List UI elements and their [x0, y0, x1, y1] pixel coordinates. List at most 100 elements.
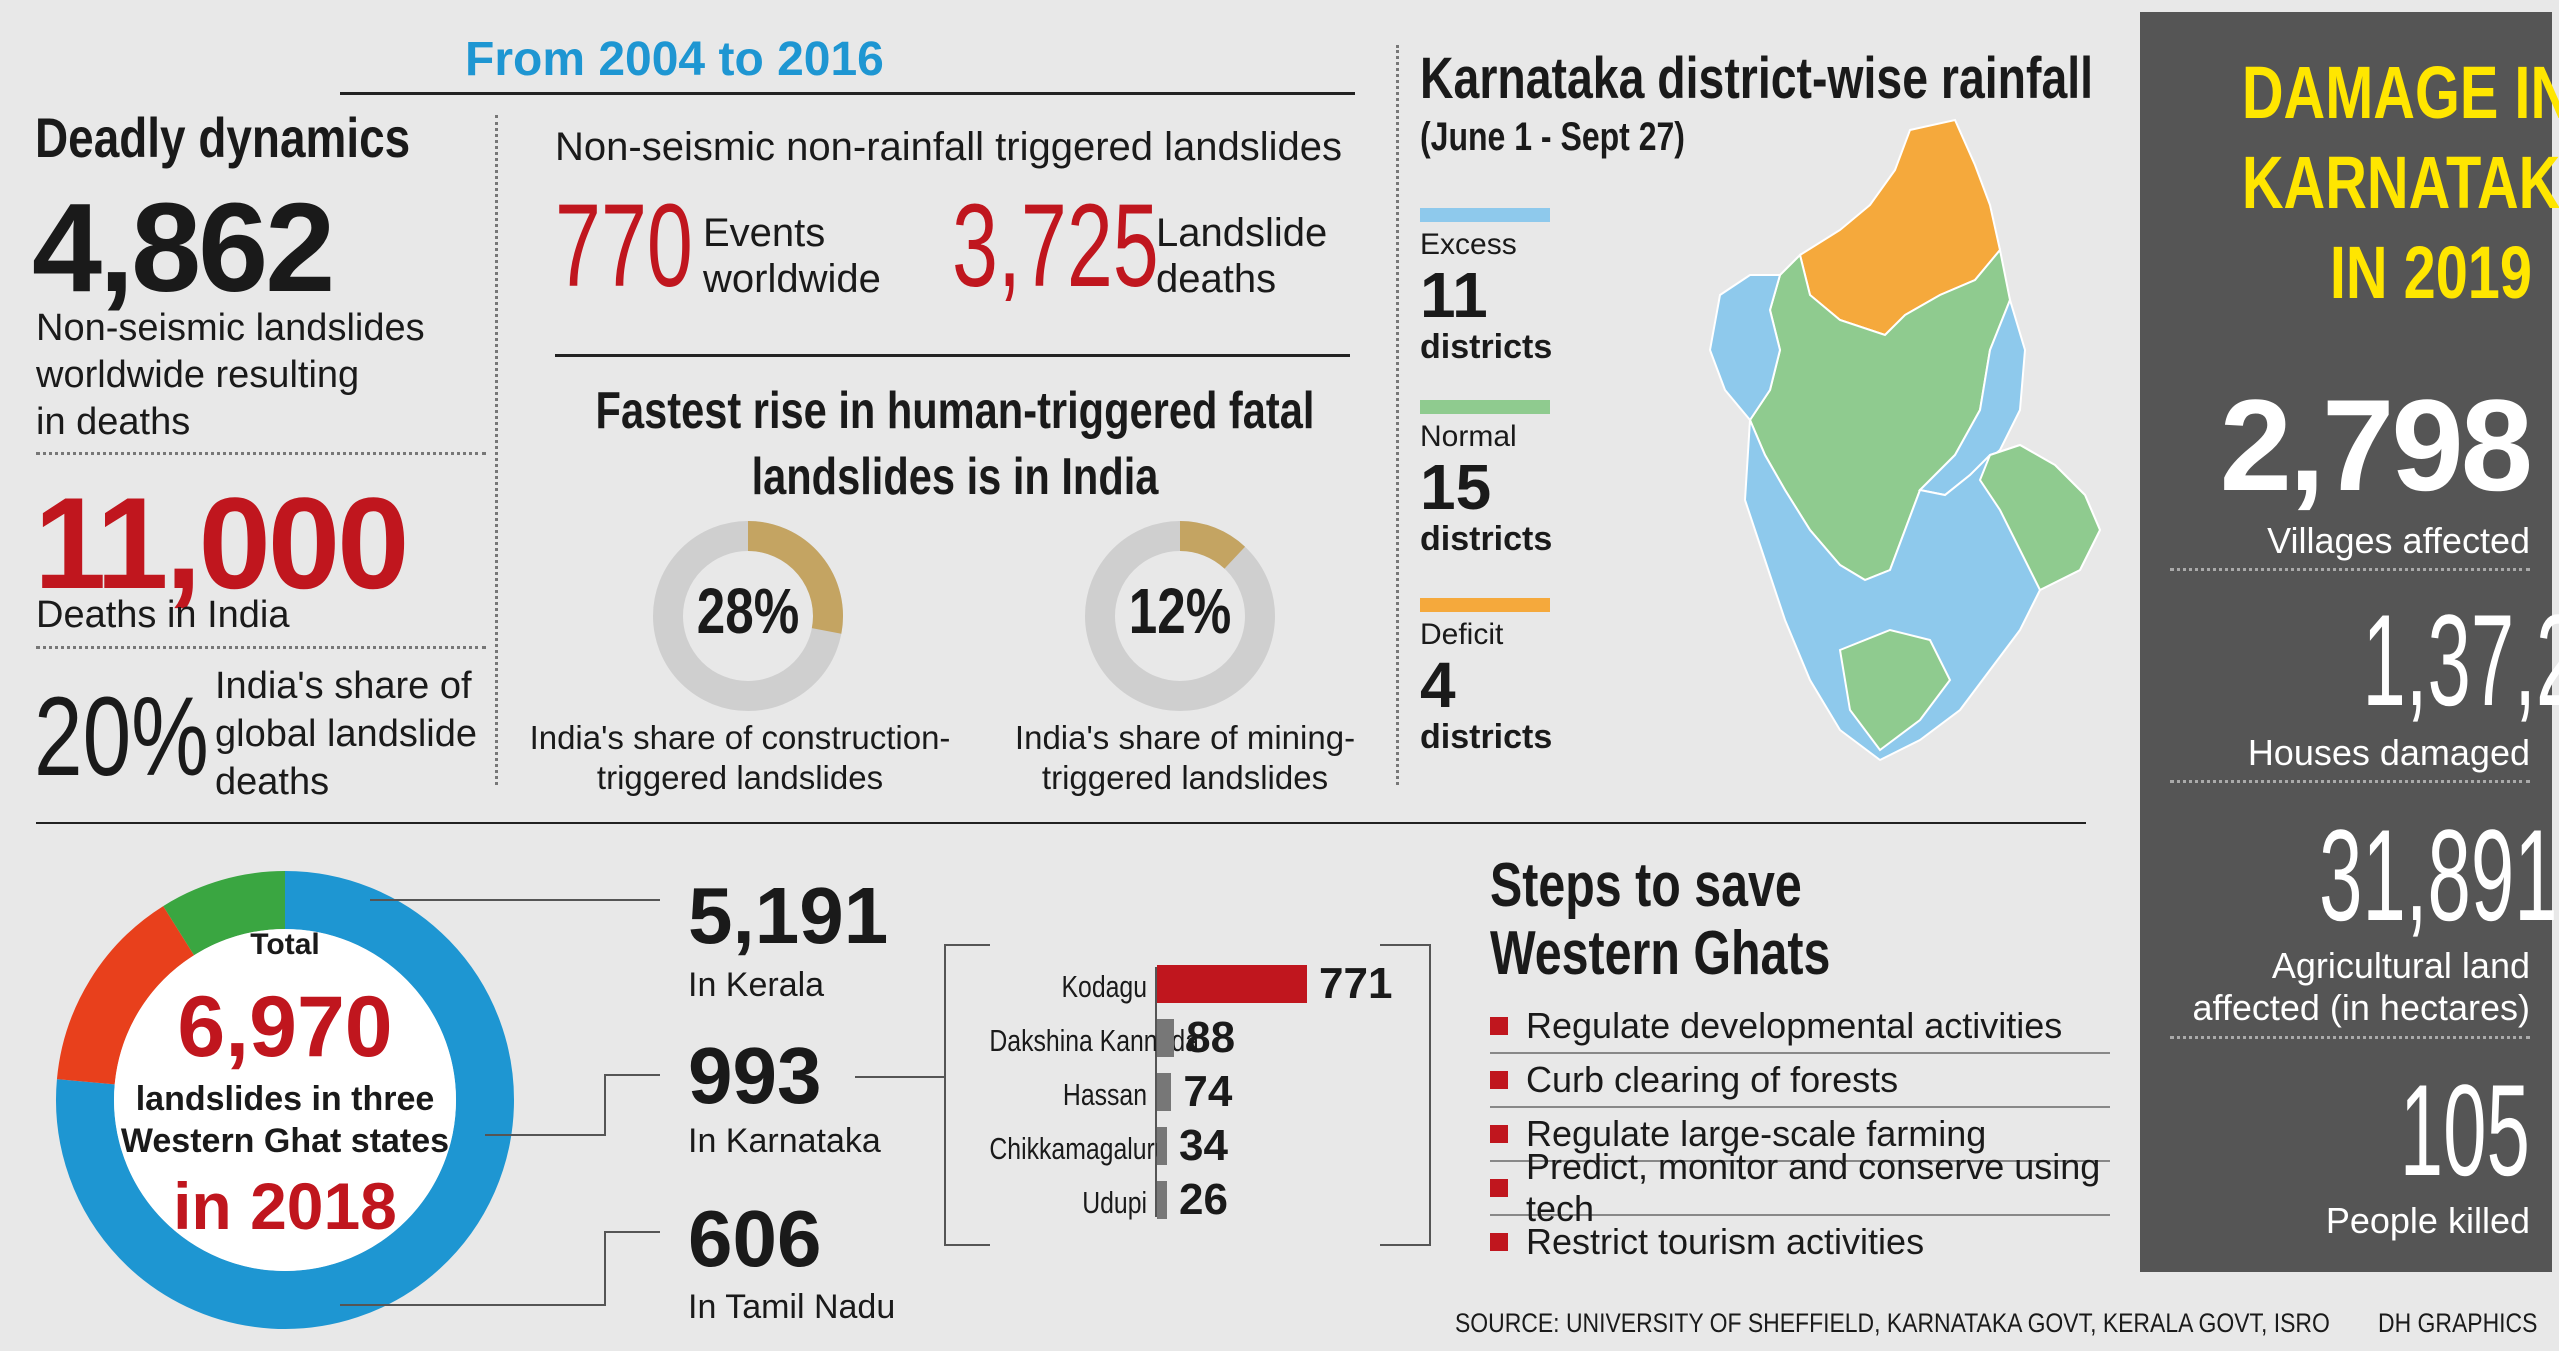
damage-title: DAMAGE IN KARNATAKA IN 2019	[2241, 51, 2559, 314]
map-normal-region-south	[1838, 628, 1952, 752]
karnataka-leader	[485, 1074, 660, 1136]
section-rule	[555, 354, 1350, 357]
bar-category-label: Kodagu	[1061, 969, 1147, 1004]
normal-swatch	[1420, 400, 1550, 414]
step-item: Regulate large-scale farming	[1490, 1108, 2110, 1162]
kerala-caption: In Kerala	[688, 966, 825, 1004]
damage-panel	[2140, 12, 2552, 1272]
source-note: SOURCE: UNIVERSITY OF SHEFFIELD, KARNATA…	[1455, 1308, 2330, 1338]
bar-value-label: 26	[1179, 1175, 1228, 1224]
ghats-caption: landslides in three Western Ghat states	[120, 1080, 450, 1160]
bar-hassan	[1157, 1073, 1172, 1111]
tamilnadu-caption: In Tamil Nadu	[688, 1288, 896, 1326]
bar-kodagu	[1157, 965, 1307, 1003]
legend-excess: Excess 11 districts	[1420, 208, 1552, 367]
credit-note: DH GRAPHICS	[2378, 1308, 2538, 1338]
construction-donut-label: 28%	[696, 575, 800, 647]
steps-title: Steps to save Western Ghats	[1490, 851, 1831, 988]
landslide-deaths-label: Landslide deaths	[1156, 211, 1328, 301]
steps-list: Regulate developmental activities Curb c…	[1490, 1000, 2110, 1268]
ghats-segment-0	[56, 871, 514, 1329]
bullet-square-icon	[1490, 1071, 1508, 1089]
houses-damaged-caption: Houses damaged	[2247, 732, 2530, 773]
india-share-number: 20%	[34, 674, 209, 799]
bar-category-label: Hassan	[1062, 1077, 1147, 1112]
ghats-year: in 2018	[173, 1169, 397, 1243]
mining-donut-segment	[1179, 521, 1246, 569]
fastest-title: Fastest rise in human-triggered fatal la…	[595, 382, 1315, 506]
people-killed-caption: People killed	[2325, 1200, 2530, 1241]
chart-bracket-left	[944, 944, 990, 1246]
deficit-swatch	[1420, 598, 1550, 612]
india-share-caption: India's share of global landslide deaths	[215, 665, 477, 803]
ghats-donut	[56, 871, 514, 1329]
bar-udupi	[1157, 1181, 1167, 1219]
india-deaths-number: 11,000	[34, 470, 409, 616]
kerala-number: 5,191	[688, 871, 889, 960]
construction-donut	[653, 521, 843, 711]
bar-value-label: 34	[1179, 1121, 1228, 1170]
bar-category-label: Chikkamagaluru	[989, 1131, 1169, 1166]
rainfall-subtitle: (June 1 - Sept 27)	[1420, 115, 1685, 159]
period-heading: From 2004 to 2016	[465, 33, 884, 86]
divider	[2170, 1036, 2530, 1039]
karnataka-number: 993	[688, 1031, 822, 1120]
bottom-rule	[36, 822, 2086, 824]
mining-donut	[1085, 521, 1275, 711]
nonseismic-title: Non-seismic non-rainfall triggered lands…	[555, 125, 1343, 169]
bar-category-label: Udupi	[1082, 1185, 1147, 1220]
construction-caption: India's share of construction- triggered…	[529, 719, 951, 796]
bar-category-label: Dakshina Kannada	[989, 1023, 1199, 1058]
villages-affected-number: 2,798	[2219, 372, 2533, 518]
legend-deficit: Deficit 4 districts	[1420, 598, 1552, 757]
step-item: Predict, monitor and conserve using tech	[1490, 1146, 2110, 1229]
bullet-square-icon	[1490, 1017, 1508, 1035]
column-divider	[1396, 45, 1399, 785]
ghats-total-number: 6,970	[177, 979, 393, 1075]
people-killed-number: 105	[2399, 1057, 2530, 1203]
events-number: 770	[555, 180, 693, 312]
bullet-square-icon	[1490, 1179, 1508, 1197]
rainfall-title: Karnataka district-wise rainfall	[1420, 46, 2094, 111]
construction-donut-segment	[747, 521, 843, 634]
column-divider	[495, 115, 498, 785]
ghats-segment-2	[163, 871, 286, 956]
divider	[36, 452, 486, 455]
deadly-title: Deadly dynamics	[35, 106, 411, 169]
divider	[2170, 780, 2530, 783]
ghats-total-label: Total	[250, 928, 320, 961]
step-item: Regulate developmental activities	[1490, 1000, 2110, 1054]
karnataka-map	[1708, 118, 2102, 762]
step-item: Curb clearing of forests	[1490, 1054, 2110, 1108]
agri-land-caption: Agricultural land affected (in hectares)	[2192, 945, 2530, 1028]
villages-affected-caption: Villages affected	[2267, 520, 2530, 561]
map-normal-region-east	[1978, 443, 2102, 592]
houses-damaged-number: 1,37,281	[2362, 587, 2559, 733]
step-item: Restrict tourism activities	[1490, 1216, 2110, 1268]
district-bar-chart: Kodagu 771 Dakshina Kannada 88 Hassan 74 Chikk…	[950, 955, 1420, 1235]
legend-normal: Normal 15 districts	[1420, 400, 1552, 559]
map-excess-region-north	[1708, 274, 1782, 422]
bar-value-label: 88	[1186, 1013, 1236, 1062]
bar-chikkamagaluru	[1157, 1127, 1167, 1165]
tamilnadu-leader	[340, 1231, 660, 1306]
ghats-donut-center	[114, 929, 456, 1271]
bar-dakshina-kannada	[1157, 1019, 1175, 1057]
divider	[36, 646, 486, 649]
india-deaths-caption: Deaths in India	[36, 594, 290, 636]
mining-caption: India's share of mining- triggered lands…	[1014, 719, 1356, 796]
header-rule	[340, 92, 1355, 95]
bar-value-label: 771	[1319, 959, 1393, 1008]
bar-axis	[1155, 967, 1157, 1217]
bullet-square-icon	[1490, 1125, 1508, 1143]
bullet-square-icon	[1490, 1233, 1508, 1251]
karnataka-caption: In Karnataka	[688, 1122, 881, 1160]
excess-swatch	[1420, 208, 1550, 222]
mining-donut-label: 12%	[1128, 575, 1232, 647]
chart-bracket-right	[1380, 944, 1431, 1246]
divider	[2170, 568, 2530, 571]
agri-land-number: 31,891	[2319, 802, 2558, 948]
ghats-segment-1	[56, 906, 195, 1086]
events-label: Events worldwide	[703, 211, 881, 301]
